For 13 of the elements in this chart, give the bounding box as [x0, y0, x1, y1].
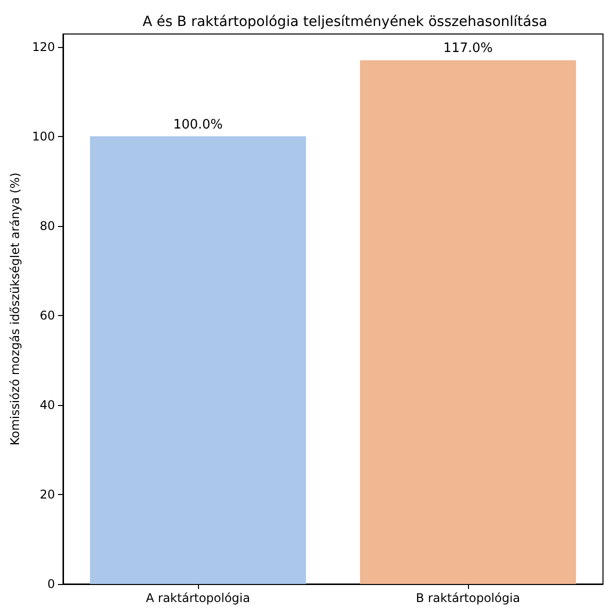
y-tick-label: 0 [47, 577, 55, 591]
y-tick-label: 100 [32, 129, 55, 144]
data-label: 117.0% [443, 41, 493, 56]
y-tick-label: 120 [32, 40, 55, 54]
y-tick-label: 20 [40, 487, 55, 502]
y-tick-label: 60 [40, 308, 55, 322]
data-label: 100.0% [173, 117, 223, 132]
x-tick-label: A raktártopológia [146, 591, 250, 605]
y-tick-label: 40 [40, 398, 55, 412]
chart-title: A és B raktártopológia teljesítményének összehasonlítása [142, 14, 548, 30]
y-axis-title: Komissiózó mozgás időszükséglet aránya (%) [8, 172, 22, 446]
x-tick-label: B raktártopológia [416, 591, 520, 605]
y-tick-label: 80 [40, 218, 55, 233]
